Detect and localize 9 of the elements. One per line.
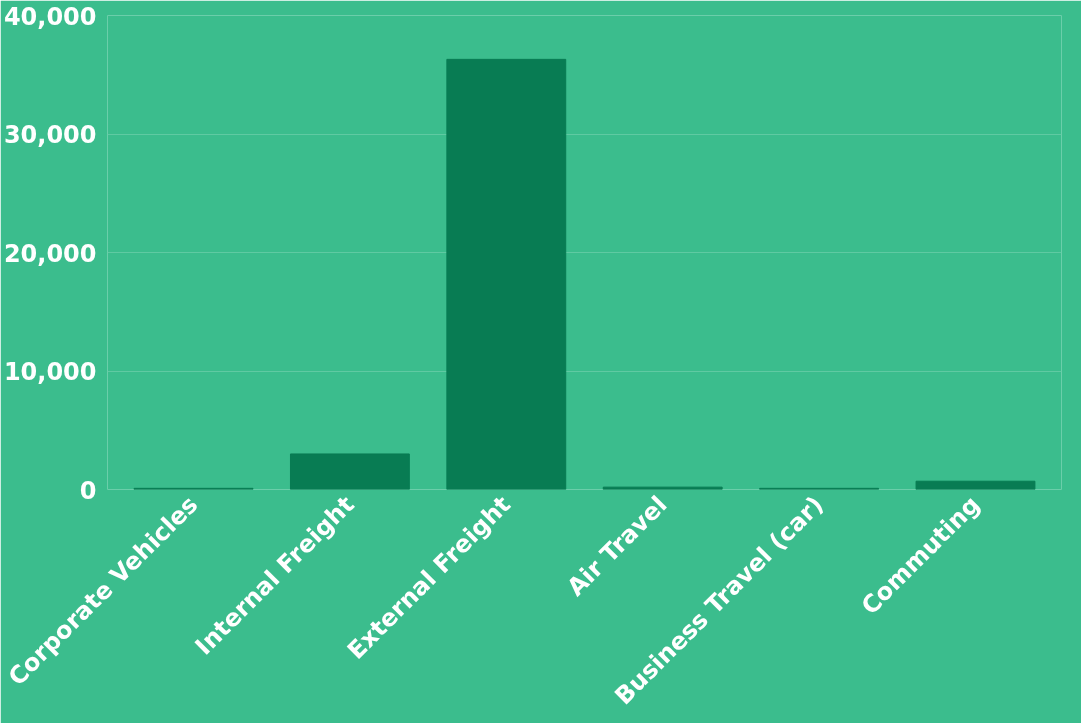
bar	[289, 453, 410, 490]
y-tick-label: 40,000	[3, 2, 97, 31]
bar	[446, 58, 567, 490]
bar	[915, 480, 1036, 490]
y-tick-label: 10,000	[3, 358, 97, 386]
y-tick-label: 20,000	[3, 239, 97, 268]
y-tick-label: 30,000	[3, 121, 97, 149]
y-tick-label: 0	[79, 476, 97, 505]
bar	[602, 486, 723, 490]
